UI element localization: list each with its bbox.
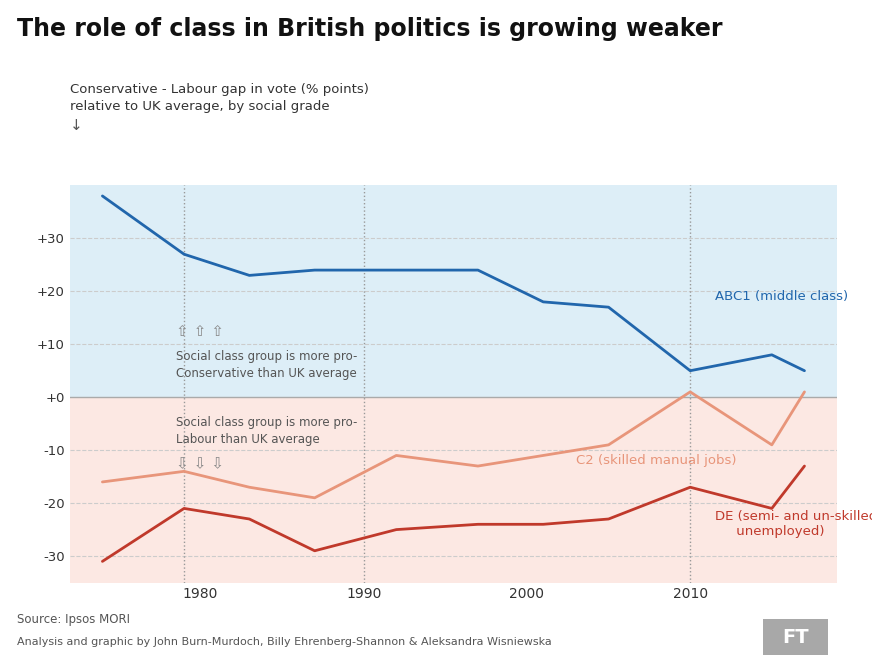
Text: DE (semi- and un-skilled jobs,
     unemployed): DE (semi- and un-skilled jobs, unemploye… [715, 510, 872, 538]
Text: Social class group is more pro-
Conservative than UK average: Social class group is more pro- Conserva… [176, 350, 358, 380]
Text: Conservative - Labour gap in vote (% points)
relative to UK average, by social g: Conservative - Labour gap in vote (% poi… [70, 83, 369, 113]
Text: Social class group is more pro-
Labour than UK average: Social class group is more pro- Labour t… [176, 416, 358, 446]
Bar [70, 397, 837, 583]
Text: FT: FT [782, 628, 809, 647]
Text: Analysis and graphic by John Burn-Murdoch, Billy Ehrenberg-Shannon & Aleksandra : Analysis and graphic by John Burn-Murdoc… [17, 638, 552, 647]
Text: C2 (skilled manual jobs): C2 (skilled manual jobs) [576, 454, 736, 467]
Text: ABC1 (middle class): ABC1 (middle class) [715, 290, 848, 303]
Text: Source: Ipsos MORI: Source: Ipsos MORI [17, 612, 131, 626]
Text: ⇩ ⇩ ⇩: ⇩ ⇩ ⇩ [176, 456, 224, 471]
Text: ⇧ ⇧ ⇧: ⇧ ⇧ ⇧ [176, 324, 224, 338]
Bar [70, 185, 837, 397]
Text: The role of class in British politics is growing weaker: The role of class in British politics is… [17, 17, 723, 40]
Text: ↓: ↓ [70, 118, 83, 133]
